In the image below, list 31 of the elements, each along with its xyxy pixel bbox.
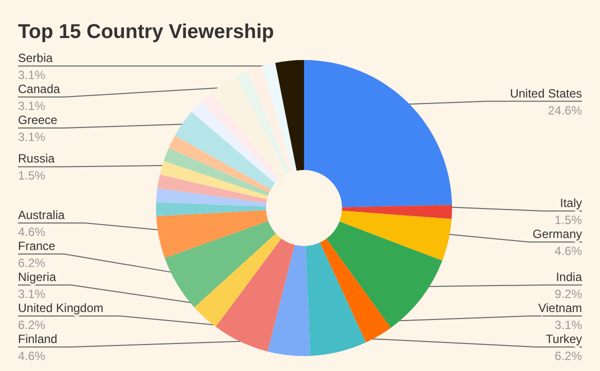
chart-title: Top 15 Country Viewership <box>18 21 274 43</box>
slice-label: Serbia <box>18 51 54 65</box>
slice-label: Canada <box>18 82 60 96</box>
slice-label: India <box>556 270 582 284</box>
data-label: 9.2% <box>554 287 582 301</box>
data-label: 3.1% <box>554 318 582 332</box>
data-label: 4.6% <box>18 349 46 363</box>
data-label: 1.5% <box>554 212 582 227</box>
slice-label: Australia <box>18 208 66 222</box>
data-label: 24.6% <box>548 103 582 118</box>
slice-label: Finland <box>18 332 58 346</box>
data-label: 6.2% <box>18 256 46 270</box>
data-label: 4.6% <box>18 225 46 239</box>
slice-label: United Kingdom <box>18 301 104 315</box>
slice-label: Italy <box>560 196 582 210</box>
data-label: 3.1% <box>18 68 46 82</box>
slice-label: Turkey <box>546 332 582 346</box>
slice-label: Germany <box>532 226 582 241</box>
data-label: 4.6% <box>554 244 582 258</box>
data-label: 6.2% <box>18 318 46 332</box>
slice-label: Nigeria <box>18 270 56 284</box>
data-label: 1.5% <box>18 168 46 183</box>
data-label: 6.2% <box>554 349 582 363</box>
slice-label: France <box>18 239 56 253</box>
slice-label: Greece <box>18 113 58 127</box>
slice-label: Vietnam <box>538 301 582 315</box>
slice-label: United States <box>510 86 582 100</box>
slice-label: Russia <box>18 152 56 166</box>
data-label: 3.1% <box>18 287 46 301</box>
data-label: 3.1% <box>18 99 46 113</box>
data-label: 3.1% <box>18 130 46 144</box>
